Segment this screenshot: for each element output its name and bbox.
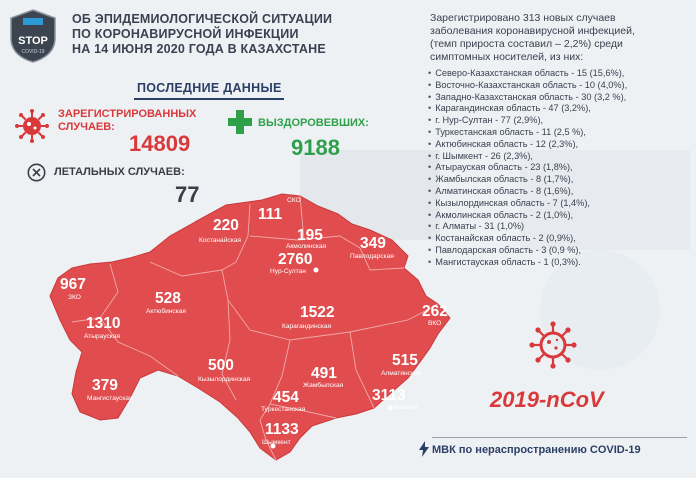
- list-item: г. Алматы - 31 (1,0%): [428, 221, 627, 233]
- list-item: г. Шымкент - 26 (2,3%),: [428, 151, 627, 163]
- region-name-sko: СКО: [287, 197, 301, 204]
- region-count-vko: 262: [422, 303, 448, 320]
- region-name-kostanay: Костанайская: [199, 237, 241, 244]
- list-item: Павлодарская область - 3 (0,9 %),: [428, 245, 627, 257]
- region-count-pavlodar: 349: [360, 235, 386, 252]
- logo-subtext: COVID-19: [21, 49, 44, 55]
- recovered-count: 9188: [291, 135, 340, 160]
- title-line-2: ПО КОРОНАВИРУСНОЙ ИНФЕКЦИИ: [72, 27, 299, 41]
- virus-icon: [15, 109, 49, 143]
- region-name-aktobe: Актюбинская: [146, 308, 186, 315]
- region-count-zhambyl: 491: [311, 365, 337, 382]
- region-name-almaty: Алматы: [393, 404, 418, 411]
- footer-divider: [432, 437, 687, 438]
- region-name-atyrau: Атырауская: [84, 333, 121, 340]
- stop-covid-logo: STOP COVID-19: [10, 9, 56, 63]
- region-count-atyrau: 1310: [86, 315, 121, 332]
- list-item: Северо-Казахстанская область - 15 (15,6%…: [428, 68, 627, 80]
- region-name-mangistau: Мангистауская: [87, 395, 133, 402]
- region-name-almaty-oblast: Алматинская: [381, 370, 422, 377]
- region-name-kyzylorda: Кызылординская: [198, 376, 251, 383]
- stats-intro-1: Зарегистрировано 313 новых случаев: [430, 12, 616, 24]
- region-count-zko: 967: [60, 276, 86, 293]
- deaths-count: 77: [175, 182, 200, 207]
- region-count-akmola: 195: [297, 227, 323, 244]
- region-count-nursultan: 2760: [278, 251, 313, 268]
- region-name-pavlodar: Павлодарская: [350, 253, 394, 260]
- recovered-label: ВЫЗДОРОВЕВШИХ:: [258, 117, 369, 129]
- region-name-zhambyl: Жамбылская: [303, 382, 344, 389]
- registered-label: ЗАРЕГИСТРИРОВАННЫХ СЛУЧАЕВ:: [58, 108, 196, 134]
- latest-data-heading: ПОСЛЕДНИЕ ДАННЫЕ: [137, 81, 282, 95]
- nursultan-dot: [313, 267, 319, 273]
- region-count-mangistau: 379: [92, 377, 118, 394]
- region-count-shymkent: 1133: [265, 421, 299, 438]
- title-line-1: ОБ ЭПИДЕМИОЛОГИЧЕСКОЙ СИТУАЦИИ: [72, 12, 333, 26]
- stats-intro-2: заболевания коронавирусной инфекцией,: [430, 25, 635, 37]
- registered-label-2: СЛУЧАЕВ:: [58, 121, 115, 133]
- almaty-dot: [387, 405, 393, 411]
- region-name-turkestan: Туркестанская: [261, 406, 306, 413]
- registered-count: 14809: [129, 131, 191, 156]
- page-title: ОБ ЭПИДЕМИОЛОГИЧЕСКОЙ СИТУАЦИИ ПО КОРОНА…: [72, 12, 332, 57]
- heading-underline: [134, 98, 284, 100]
- list-item: Восточно-Казахстанская область - 10 (4,0…: [428, 80, 627, 92]
- deaths-label: ЛЕТАЛЬНЫХ СЛУЧАЕВ:: [54, 166, 185, 178]
- region-count-kostanay: 220: [213, 217, 239, 234]
- region-name-akmola: Акмолинская: [286, 243, 327, 250]
- region-name-shymkent: Шымкент: [262, 439, 291, 446]
- list-item: Алматинская область - 8 (1,6%),: [428, 186, 627, 198]
- stats-intro: Зарегистрировано 313 новых случаев забол…: [430, 12, 690, 64]
- lightning-icon: [419, 441, 429, 457]
- ncov-label: 2019-nCoV: [490, 387, 604, 412]
- stats-intro-4: симптомных носителей, из них:: [430, 51, 584, 63]
- region-count-sko: 111: [258, 206, 283, 223]
- region-name-nursultan: Нур-Султан: [270, 268, 306, 275]
- region-count-almaty: 3113: [372, 387, 406, 404]
- list-item: г. Нур-Султан - 77 (2,9%),: [428, 115, 627, 127]
- region-name-zko: ЗКО: [68, 294, 81, 301]
- list-item: Атырауская область - 23 (1,8%),: [428, 162, 627, 174]
- region-count-turkestan: 454: [273, 389, 299, 406]
- list-item: Кызылординская область - 7 (1,4%),: [428, 198, 627, 210]
- region-count-almaty-oblast: 515: [392, 352, 418, 369]
- list-item: Мангистауская область - 1 (0,3%).: [428, 257, 627, 269]
- list-item: Туркестанская область - 11 (2,5 %),: [428, 127, 627, 139]
- region-name-karaganda: Карагандинская: [282, 323, 332, 330]
- logo-text: STOP: [18, 35, 48, 47]
- map-shape: [49, 193, 451, 461]
- footer-text: МВК по нераспространению COVID-19: [432, 444, 641, 456]
- stats-intro-3: (темп прироста составил – 2,2%) среди: [430, 38, 623, 50]
- coronavirus-icon: [529, 321, 577, 369]
- title-line-3: НА 14 ИЮНЯ 2020 ГОДА В КАЗАХСТАНЕ: [72, 42, 326, 56]
- list-item: Костанайская область - 2 (0,9%),: [428, 233, 627, 245]
- region-count-kyzylorda: 500: [208, 357, 234, 374]
- region-stats-list: Северо-Казахстанская область - 15 (15,6%…: [428, 68, 627, 269]
- list-item: Карагандинская область - 47 (3,2%),: [428, 103, 627, 115]
- region-name-vko: ВКО: [428, 320, 442, 327]
- shymkent-dot: [270, 443, 276, 449]
- list-item: Жамбылская область - 8 (1,7%),: [428, 174, 627, 186]
- list-item: Западно-Казахстанская область - 30 (3,2 …: [428, 92, 627, 104]
- list-item: Акмолинская область - 2 (1,0%),: [428, 210, 627, 222]
- registered-label-1: ЗАРЕГИСТРИРОВАННЫХ: [58, 108, 197, 120]
- region-count-karaganda: 1522: [300, 304, 335, 321]
- list-item: Актюбинская область - 12 (2,3%),: [428, 139, 627, 151]
- plus-icon: [228, 110, 252, 134]
- region-count-aktobe: 528: [155, 290, 181, 307]
- close-circle-icon: [27, 163, 46, 182]
